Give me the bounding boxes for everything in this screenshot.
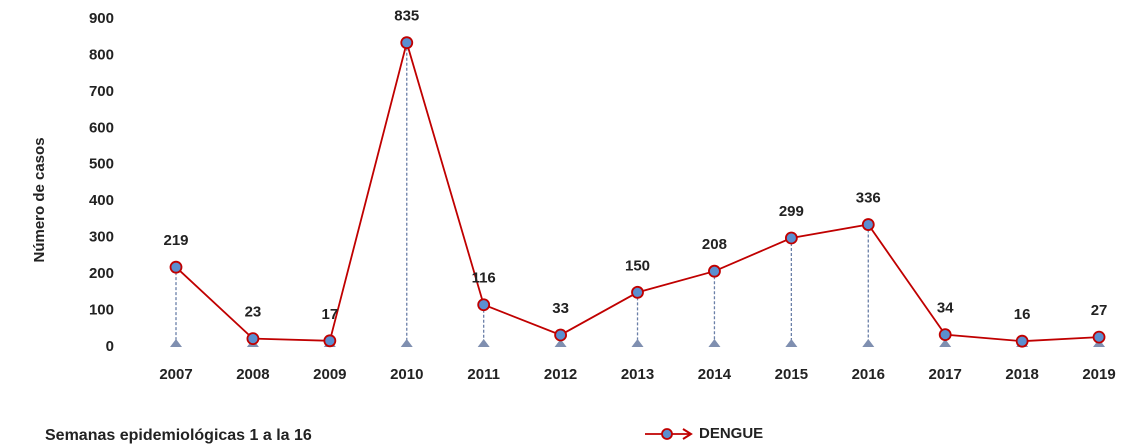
annotation: Semanas epidemiológicas 1 a la 16 — [45, 427, 312, 444]
marker — [323, 334, 337, 348]
marker — [246, 332, 260, 346]
x-tick-label: 2008 — [236, 366, 269, 383]
data-label: 16 — [1014, 306, 1031, 323]
marker — [477, 298, 491, 312]
x-tick-label: 2011 — [467, 366, 500, 383]
y-tick-label: 200 — [89, 265, 114, 282]
y-tick-label: 900 — [89, 10, 114, 27]
marker — [861, 218, 875, 231]
marker — [1092, 330, 1106, 344]
drop-marker — [554, 339, 567, 347]
data-label: 219 — [163, 232, 188, 249]
drop-marker — [170, 339, 182, 347]
x-tick-label: 2013 — [621, 366, 654, 383]
marker — [938, 328, 952, 342]
data-label: 23 — [245, 304, 262, 321]
x-tick-label: 2017 — [929, 366, 962, 383]
y-tick-label: 300 — [89, 229, 114, 246]
marker — [784, 231, 798, 245]
data-label: 116 — [472, 270, 496, 287]
marker — [169, 260, 183, 274]
y-tick-label: 600 — [89, 119, 114, 136]
data-label: 336 — [856, 190, 881, 207]
y-tick-label: 700 — [89, 83, 114, 100]
x-tick-label: 2015 — [775, 366, 808, 383]
y-tick-label: 400 — [89, 192, 114, 209]
marker — [1015, 334, 1029, 348]
legend-arrow — [682, 428, 693, 440]
drop-marker — [939, 339, 952, 347]
x-tick-label: 2009 — [313, 366, 346, 383]
x-tick-label: 2019 — [1082, 366, 1115, 383]
marker — [400, 36, 414, 50]
y-tick-label: 500 — [89, 156, 114, 173]
y-tick-label: 0 — [106, 338, 114, 355]
y-tick-label: 100 — [89, 302, 114, 319]
y-axis-label: Número de casos — [31, 137, 48, 262]
drop-marker — [862, 339, 875, 347]
marker — [708, 264, 721, 278]
x-tick-label: 2007 — [159, 366, 192, 383]
drop-marker — [785, 339, 798, 347]
x-tick-label: 2010 — [390, 366, 423, 383]
marker — [631, 285, 644, 299]
marker — [554, 328, 567, 342]
data-label: 150 — [625, 257, 650, 274]
data-label: 835 — [394, 8, 419, 25]
drop-marker — [477, 339, 490, 347]
drop-marker — [400, 339, 413, 347]
x-tick-label: 2016 — [852, 366, 885, 383]
x-tick-label: 2018 — [1005, 366, 1038, 383]
data-label: 208 — [702, 236, 727, 253]
data-label: 299 — [779, 203, 804, 220]
data-label: 34 — [937, 300, 954, 317]
data-label: 33 — [552, 300, 569, 317]
y-tick-label: 800 — [89, 46, 114, 63]
legend-label: DENGUE — [699, 425, 763, 442]
drop-marker — [708, 339, 721, 347]
legend-marker — [661, 428, 673, 440]
data-label: 27 — [1091, 302, 1108, 319]
data-label: 17 — [321, 306, 338, 323]
x-tick-label: 2014 — [698, 366, 732, 383]
drop-marker — [631, 339, 644, 347]
x-tick-label: 2012 — [544, 366, 577, 383]
